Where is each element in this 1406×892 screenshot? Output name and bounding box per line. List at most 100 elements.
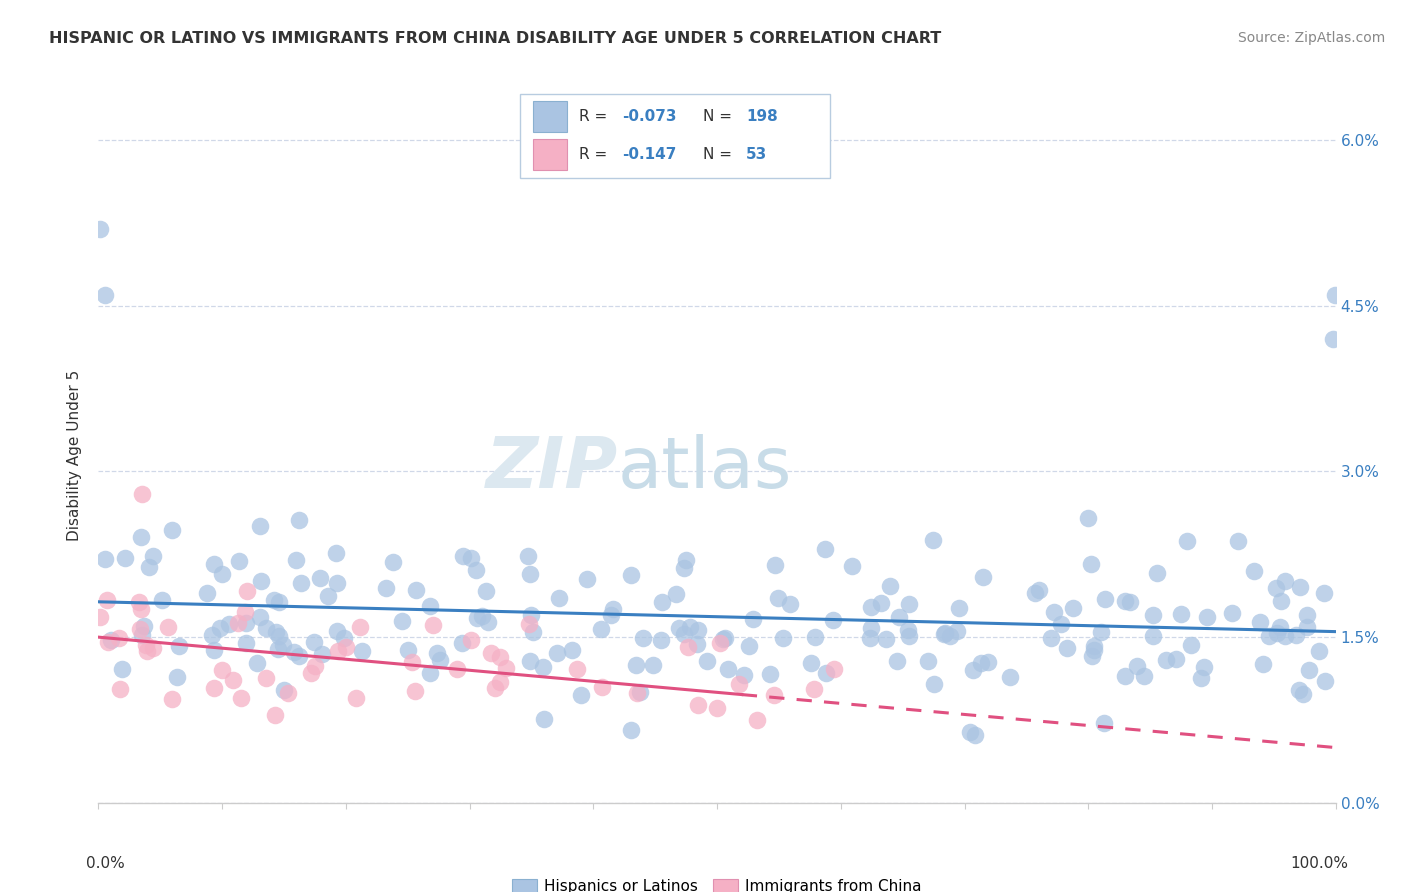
Point bbox=[569, 688, 592, 702]
Point bbox=[1132, 669, 1154, 683]
Text: N =: N = bbox=[703, 147, 737, 162]
Point bbox=[222, 673, 245, 688]
Point bbox=[254, 621, 277, 635]
Point bbox=[107, 631, 129, 645]
Text: 198: 198 bbox=[747, 109, 778, 124]
Point bbox=[128, 622, 150, 636]
Point bbox=[326, 576, 349, 591]
Point bbox=[1024, 585, 1046, 599]
Point bbox=[1040, 631, 1063, 645]
Point bbox=[1226, 533, 1249, 548]
Point bbox=[897, 598, 920, 612]
Point bbox=[631, 631, 654, 645]
FancyBboxPatch shape bbox=[533, 139, 567, 169]
Point bbox=[1265, 581, 1288, 595]
Point bbox=[600, 607, 623, 622]
Point bbox=[195, 586, 218, 600]
Point bbox=[202, 558, 225, 572]
Point bbox=[129, 530, 152, 544]
Point bbox=[167, 639, 190, 653]
Point bbox=[304, 635, 326, 649]
Point bbox=[1308, 644, 1330, 658]
Point bbox=[1323, 287, 1346, 301]
Point bbox=[620, 568, 643, 582]
Point bbox=[1322, 332, 1344, 346]
Point bbox=[89, 221, 111, 235]
Point bbox=[471, 609, 494, 624]
Text: -0.147: -0.147 bbox=[623, 147, 676, 162]
Point bbox=[475, 583, 498, 598]
Point bbox=[1083, 639, 1105, 653]
Point bbox=[959, 725, 981, 739]
Point bbox=[1220, 606, 1243, 620]
Point bbox=[218, 617, 240, 632]
Point bbox=[166, 669, 188, 683]
Point bbox=[713, 631, 735, 645]
Point bbox=[1114, 594, 1136, 608]
Point bbox=[311, 648, 333, 662]
Point bbox=[962, 663, 984, 677]
Point bbox=[250, 574, 273, 588]
Point bbox=[451, 549, 474, 563]
Point bbox=[1056, 640, 1078, 655]
Point bbox=[1285, 628, 1308, 642]
Point bbox=[228, 554, 250, 568]
Point bbox=[1194, 660, 1216, 674]
Point bbox=[152, 593, 174, 607]
Point bbox=[405, 582, 427, 597]
Point bbox=[495, 661, 517, 675]
Point bbox=[679, 619, 702, 633]
Point bbox=[1177, 534, 1199, 549]
Point bbox=[1180, 638, 1202, 652]
Point bbox=[100, 633, 122, 648]
Point bbox=[264, 625, 287, 640]
Point bbox=[1274, 574, 1296, 588]
Point bbox=[673, 561, 696, 575]
Legend: Hispanics or Latinos, Immigrants from China: Hispanics or Latinos, Immigrants from Ch… bbox=[506, 873, 928, 892]
Point bbox=[304, 659, 326, 673]
Point bbox=[202, 643, 225, 657]
Point bbox=[1081, 649, 1104, 664]
Point bbox=[517, 617, 540, 632]
Point bbox=[641, 657, 664, 672]
Point bbox=[344, 691, 367, 706]
Point bbox=[602, 601, 624, 615]
Point bbox=[479, 646, 502, 660]
Point bbox=[651, 594, 673, 608]
Point bbox=[267, 629, 290, 643]
Point bbox=[1118, 595, 1140, 609]
Point bbox=[290, 575, 312, 590]
Point bbox=[823, 662, 845, 676]
Point bbox=[768, 591, 790, 605]
Point bbox=[96, 635, 118, 649]
Point bbox=[1028, 582, 1050, 597]
Point bbox=[1083, 643, 1105, 657]
Point bbox=[136, 644, 159, 658]
Point bbox=[896, 624, 918, 638]
Point bbox=[917, 655, 939, 669]
Point bbox=[1270, 594, 1292, 608]
Point bbox=[1050, 616, 1073, 631]
Point bbox=[326, 624, 349, 639]
Text: Source: ZipAtlas.com: Source: ZipAtlas.com bbox=[1237, 31, 1385, 45]
Point bbox=[823, 613, 845, 627]
Point bbox=[546, 646, 568, 660]
Point bbox=[231, 690, 253, 705]
Point bbox=[273, 683, 295, 698]
Point bbox=[970, 656, 993, 670]
Point bbox=[706, 700, 728, 714]
Point bbox=[772, 631, 794, 645]
Point bbox=[561, 642, 583, 657]
Point bbox=[460, 550, 482, 565]
Point bbox=[202, 681, 225, 695]
Point bbox=[488, 649, 510, 664]
Point bbox=[977, 655, 1000, 669]
Point bbox=[246, 657, 269, 671]
Point bbox=[576, 572, 599, 586]
Point bbox=[1249, 615, 1271, 630]
Point bbox=[94, 552, 117, 566]
Point bbox=[301, 666, 323, 681]
Point bbox=[672, 627, 695, 641]
Point bbox=[879, 579, 901, 593]
Point bbox=[405, 684, 427, 698]
